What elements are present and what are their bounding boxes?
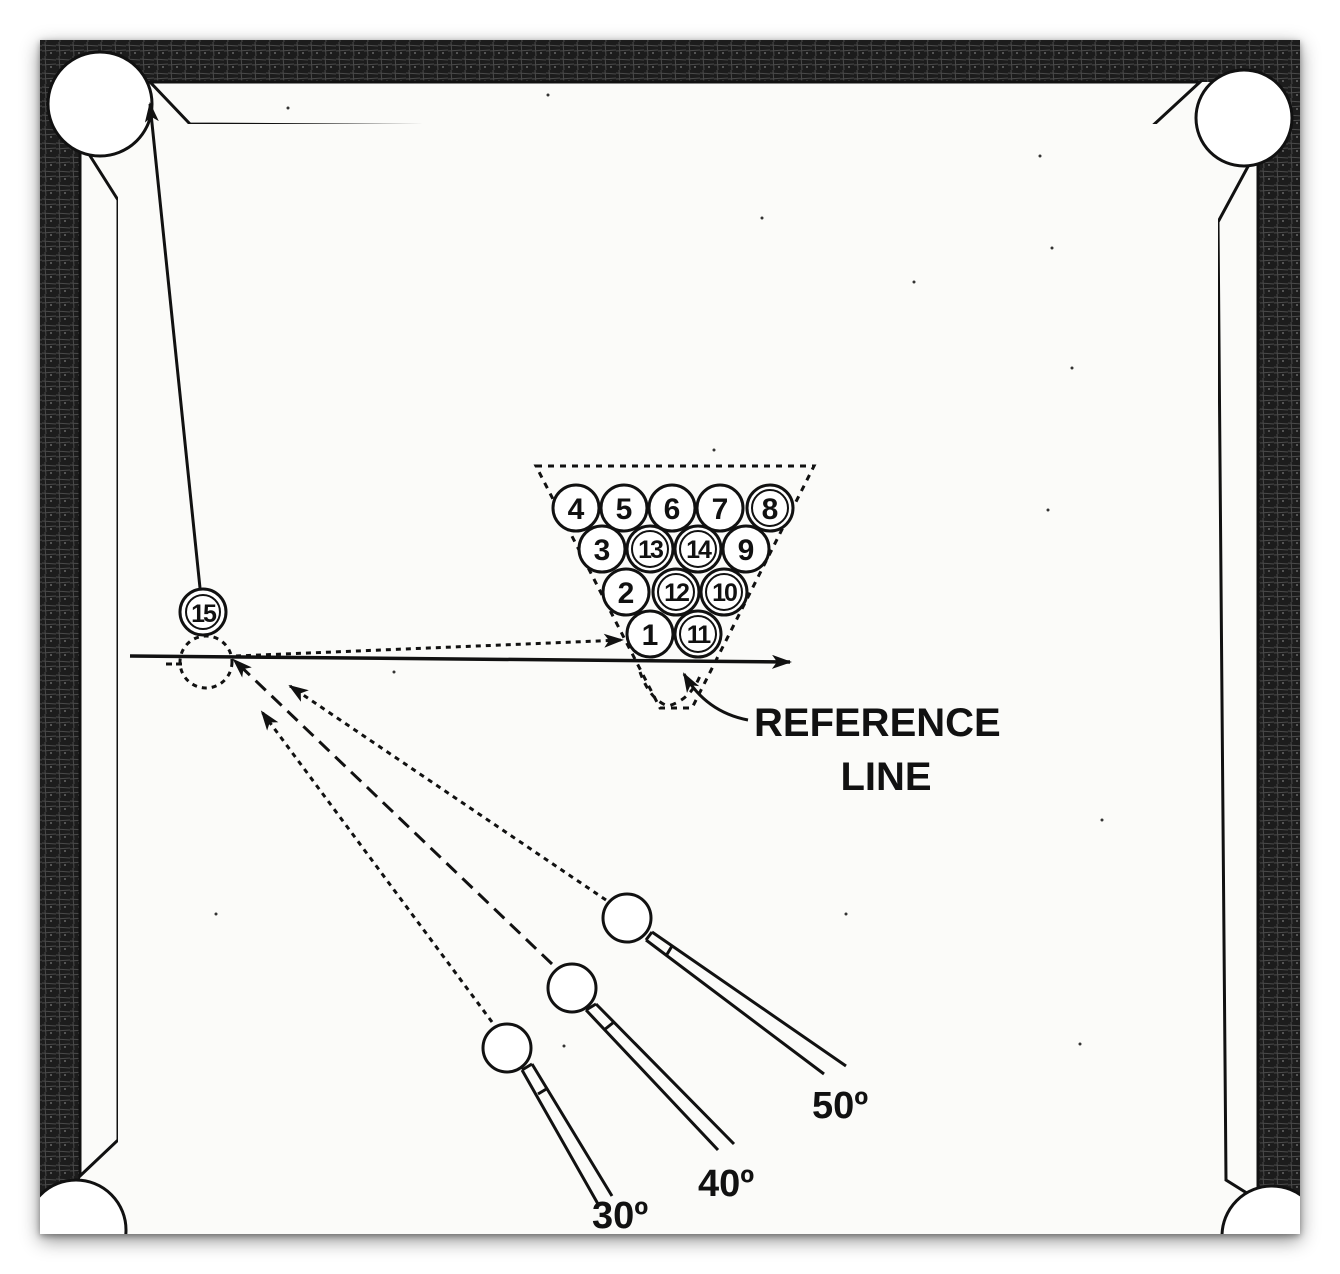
pocket-top-left <box>46 50 154 158</box>
cue-stick-30 <box>520 1062 614 1205</box>
table-cushions <box>78 80 1260 1203</box>
table-felt <box>118 124 1218 1234</box>
rack-ball-1: 1 <box>625 609 675 659</box>
cue-stick-50 <box>644 930 847 1076</box>
rack-ball-13: 13 <box>625 524 675 574</box>
reference-label-line1: REFERENCE <box>754 701 1001 745</box>
reference-label-line2: LINE <box>840 755 931 799</box>
rack-ball-number: 2 <box>618 577 635 610</box>
rack-ball-number: 11 <box>687 621 712 649</box>
rack-ball-2: 2 <box>601 567 651 617</box>
rack-ball-3: 3 <box>577 524 627 574</box>
pockets <box>40 50 1300 1234</box>
rack-ball-number: 6 <box>664 493 681 526</box>
rack-ball-7: 7 <box>695 483 745 533</box>
cue-ball-40 <box>546 962 598 1014</box>
rack-ball-number: 14 <box>686 536 712 564</box>
rack-ball-12: 12 <box>651 567 701 617</box>
pocket-top-right <box>1194 68 1294 168</box>
pocket-bottom-left <box>40 1178 128 1234</box>
rack-triangle <box>533 464 817 710</box>
angle-label-40: 40º <box>698 1163 754 1205</box>
cue-ball-30 <box>481 1022 533 1074</box>
reference-pointer <box>682 672 749 722</box>
approach-line-40 <box>232 658 554 966</box>
table-specks <box>214 93 1104 1048</box>
rack-ball-8: 8 <box>745 483 795 533</box>
rack-ball-4: 4 <box>551 483 601 533</box>
pocket-bottom-right <box>1220 1184 1300 1234</box>
rack-ball-number: 13 <box>638 536 663 564</box>
angle-label-30: 30º <box>592 1195 648 1237</box>
approach-line-30 <box>260 710 494 1023</box>
rack-ball-number: 4 <box>568 493 585 526</box>
rack-ball-number: 8 <box>762 493 779 526</box>
rack-ball-10: 10 <box>699 567 749 617</box>
rack-ball-9: 9 <box>721 524 771 574</box>
object-ball-number: 15 <box>191 600 217 628</box>
rack-ball-number: 1 <box>642 619 659 652</box>
rack-ball-number: 3 <box>594 534 611 567</box>
object-ball-15: 15 <box>178 587 228 637</box>
table-rails <box>40 40 1300 1234</box>
object-ball-path-line <box>144 102 202 589</box>
rack-ball-number: 5 <box>616 493 633 526</box>
angle-label-50: 50º <box>812 1085 868 1127</box>
rack-ball-number: 10 <box>712 579 737 607</box>
approach-line-50 <box>288 684 607 902</box>
rack-balls: 4 5 6 7 83 13 14 92 12 101 11 <box>551 483 795 659</box>
rack-ball-11: 11 <box>673 609 723 659</box>
rack-ball-number: 7 <box>712 493 729 526</box>
cue-stick-40 <box>584 1002 736 1152</box>
rack-ball-14: 14 <box>673 524 723 574</box>
rack-ball-number: 12 <box>664 579 689 607</box>
rack-ball-6: 6 <box>647 483 697 533</box>
ghost-cue-ball <box>178 634 234 690</box>
rack-ball-number: 9 <box>738 534 755 567</box>
deflection-path-line <box>235 633 624 658</box>
rack-ball-5: 5 <box>599 483 649 533</box>
cue-ball-50 <box>601 892 653 944</box>
